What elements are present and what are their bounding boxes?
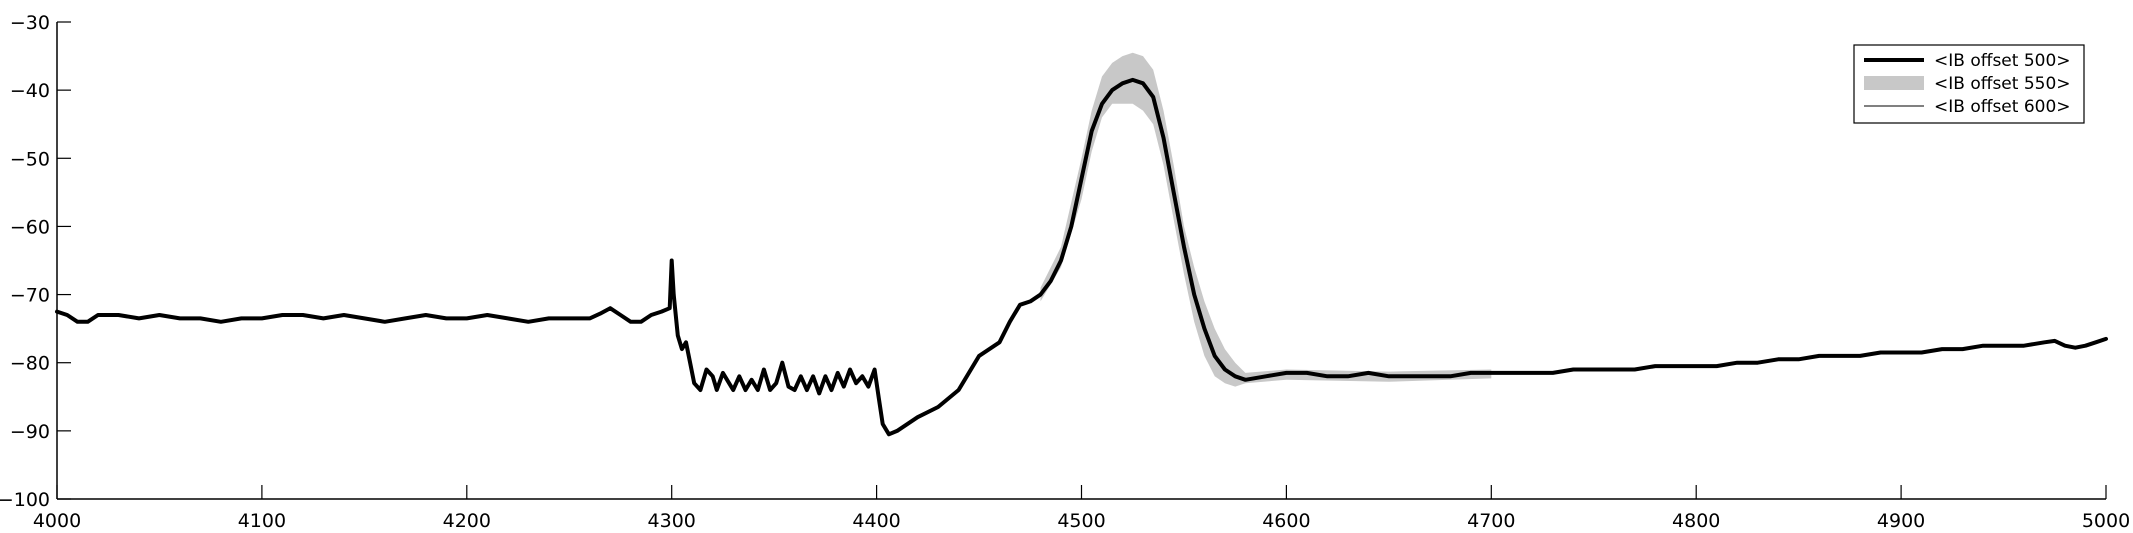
- x-tick-label: 4700: [1467, 510, 1515, 532]
- y-tick-label: −40: [10, 80, 50, 102]
- y-ticks: −100 −90 −80 −70 −60 −50 −40 −30: [0, 12, 71, 511]
- x-tick-label: 4000: [33, 510, 81, 532]
- y-tick-label: −50: [10, 148, 50, 170]
- legend-swatch-band: [1864, 76, 1924, 90]
- x-tick-label: 4400: [852, 510, 900, 532]
- legend-label: <IB offset 600>: [1934, 97, 2071, 117]
- y-tick-label: −90: [10, 421, 50, 443]
- series-line-layer: [55, 77, 2108, 437]
- y-tick-label: −30: [10, 12, 50, 34]
- series-band-ib-offset-550: [1040, 52, 1492, 387]
- y-tick-label: −70: [10, 285, 50, 307]
- series-line-ib-offset-500: [55, 77, 2108, 437]
- x-tick-label: 4100: [238, 510, 286, 532]
- legend-label: <IB offset 550>: [1934, 74, 2071, 94]
- x-tick-label: 5000: [2082, 510, 2130, 532]
- series-band-layer: [1040, 52, 1492, 387]
- x-tick-label: 4900: [1877, 510, 1925, 532]
- y-tick-label: −60: [10, 216, 50, 238]
- legend-label: <IB offset 500>: [1934, 51, 2071, 71]
- y-tick-label: −80: [10, 353, 50, 375]
- x-tick-label: 4200: [443, 510, 491, 532]
- x-ticks: 4000 4100 4200 4300 4400 4500 4600 4700 4800 4900…: [33, 485, 2130, 532]
- y-tick-label: −100: [0, 489, 50, 511]
- x-tick-label: 4600: [1262, 510, 1310, 532]
- x-tick-label: 4800: [1672, 510, 1720, 532]
- x-tick-label: 4300: [648, 510, 696, 532]
- legend: <IB offset 500> <IB offset 550> <IB offs…: [1853, 44, 2085, 124]
- x-tick-label: 4500: [1057, 510, 1105, 532]
